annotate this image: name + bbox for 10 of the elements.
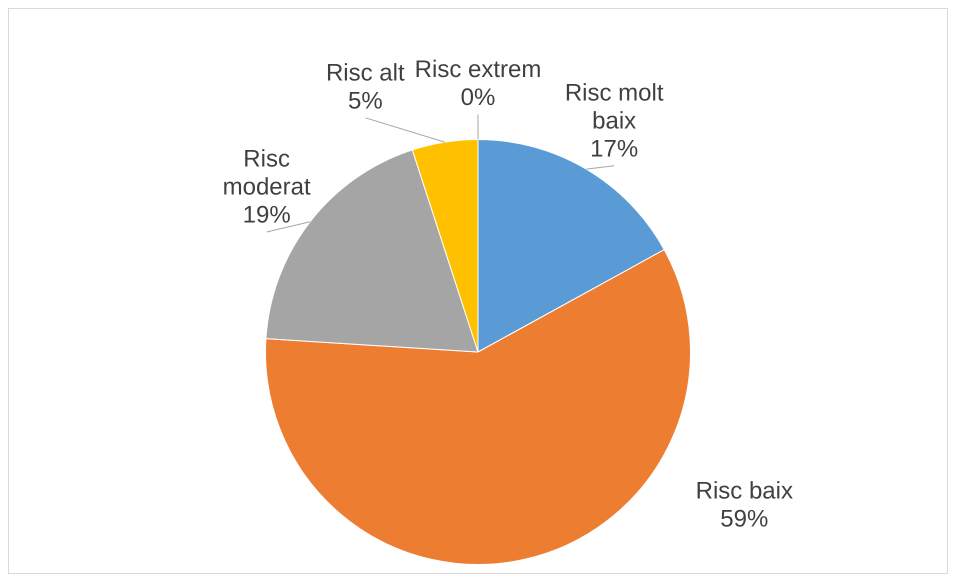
data-label: 5% (348, 87, 383, 114)
slice-label: Risc moderat (222, 146, 311, 201)
data-label: 19% (242, 202, 291, 229)
slice-label: Risc baix (696, 477, 793, 504)
category-label: Risc extrem (414, 56, 542, 84)
text: 0% (460, 84, 496, 112)
data-label: 59% (720, 505, 768, 532)
data-label: 17% (590, 135, 638, 162)
slice-label: Risc alt (326, 59, 405, 86)
slice-label: Risc molt baix (564, 79, 664, 134)
